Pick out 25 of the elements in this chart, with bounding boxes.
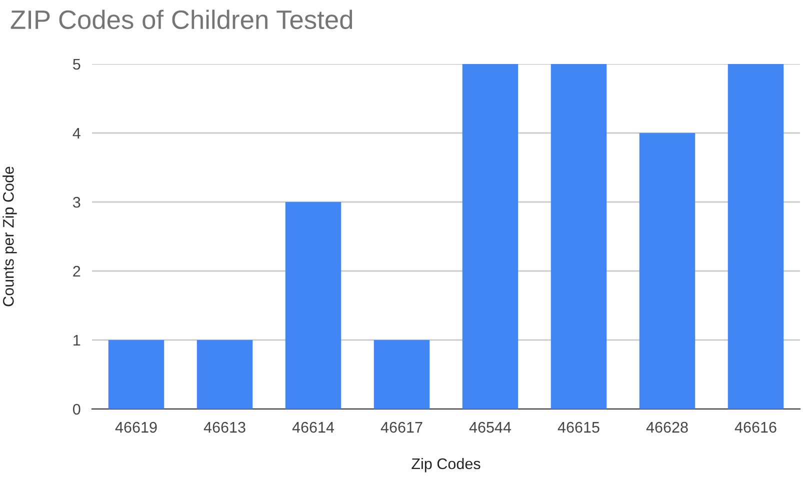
y-tick-label: 5: [73, 59, 80, 70]
y-tick-label: 2: [73, 266, 80, 277]
x-axis-title: Zip Codes: [412, 458, 480, 472]
bar: [462, 64, 518, 409]
y-axis-title: Counts per Zip Code: [2, 166, 17, 306]
bar: [639, 133, 696, 409]
bar: [550, 64, 607, 409]
bar: [108, 340, 164, 409]
x-tick-label: 46617: [380, 422, 422, 433]
x-tick-label: 46616: [734, 422, 776, 433]
y-tick-label: 1: [74, 335, 80, 346]
y-tick-label: 0: [72, 404, 80, 415]
x-tick-label: 46628: [646, 422, 688, 433]
x-tick-label: 46544: [469, 422, 512, 433]
x-tick-label: 46619: [115, 422, 157, 433]
x-tick-label: 46613: [204, 422, 246, 433]
bar: [196, 340, 253, 409]
bar: [728, 64, 784, 409]
x-tick-label: 46615: [558, 422, 600, 433]
y-tick-label: 3: [72, 196, 80, 208]
y-tick-label: 4: [72, 128, 80, 139]
chart-title: ZIP Codes of Children Tested: [10, 10, 352, 30]
bar: [374, 340, 430, 409]
bar: [285, 202, 342, 409]
x-tick-label: 46614: [292, 422, 334, 433]
